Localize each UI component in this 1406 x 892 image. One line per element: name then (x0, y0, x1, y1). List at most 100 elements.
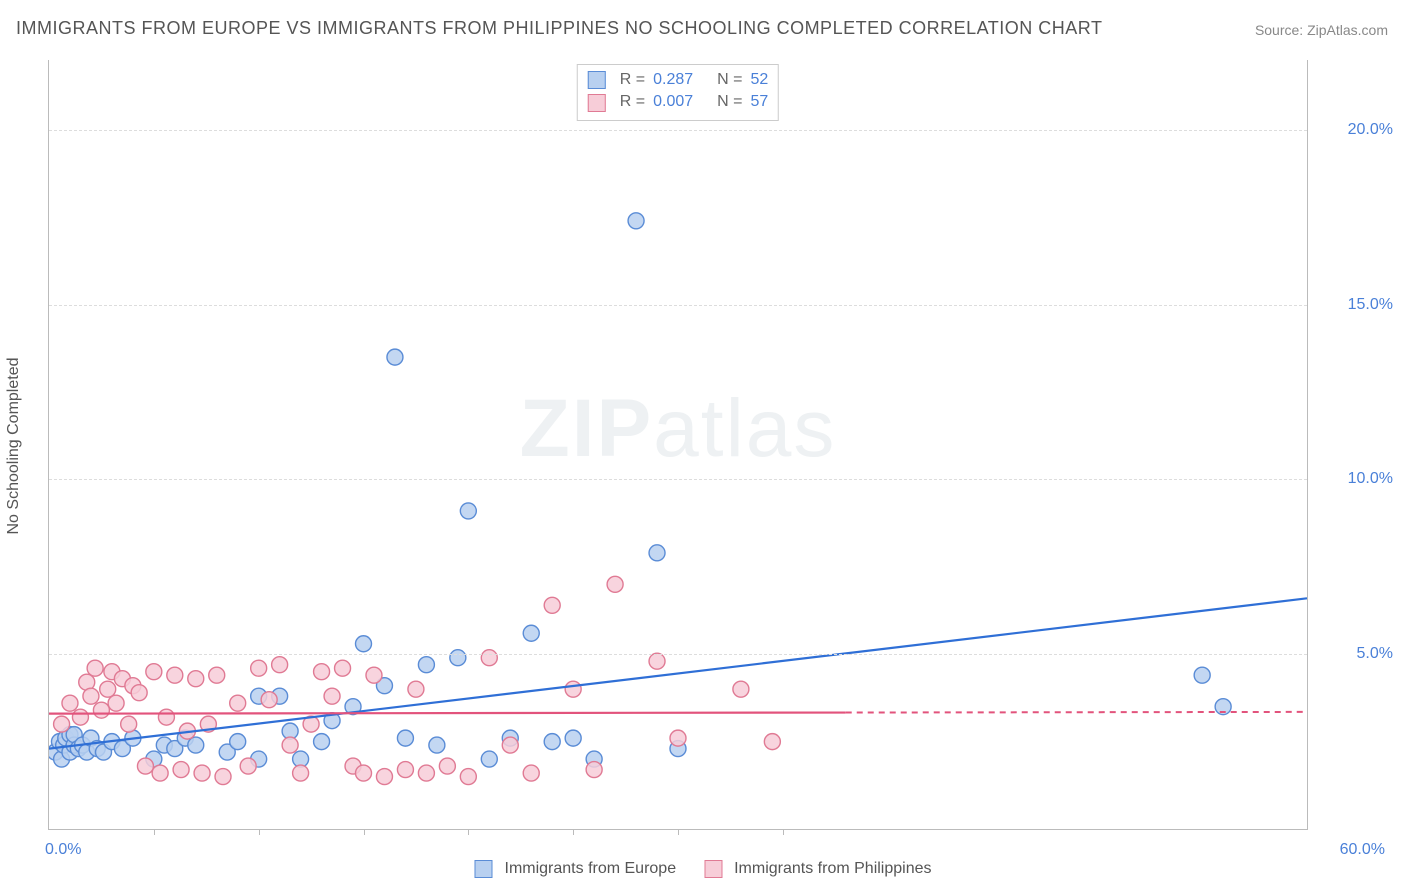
n-label: N = (717, 69, 742, 91)
data-point (314, 664, 330, 680)
data-point (200, 716, 216, 732)
y-tick-label: 20.0% (1317, 121, 1393, 139)
data-point (177, 730, 193, 746)
data-point (272, 657, 288, 673)
data-point (376, 769, 392, 785)
data-point (66, 727, 82, 743)
data-point (408, 681, 424, 697)
watermark-atlas: atlas (653, 383, 836, 474)
data-point (146, 751, 162, 767)
legend-swatch-philippines (588, 94, 606, 112)
data-point (565, 730, 581, 746)
data-point (72, 709, 88, 725)
bottom-legend-philippines-label: Immigrants from Philippines (734, 860, 931, 878)
data-point (460, 503, 476, 519)
y-tick-label: 15.0% (1317, 296, 1393, 314)
data-point (586, 762, 602, 778)
data-point (79, 674, 95, 690)
data-point (481, 751, 497, 767)
data-point (366, 667, 382, 683)
data-point (230, 695, 246, 711)
data-point (167, 667, 183, 683)
data-point (152, 765, 168, 781)
data-point (62, 744, 78, 760)
data-point (376, 678, 392, 694)
data-point (62, 727, 78, 743)
legend-stats-box: R = 0.287 N = 52 R = 0.007 N = 57 (577, 64, 779, 121)
bottom-legend: Immigrants from Europe Immigrants from P… (474, 860, 931, 878)
data-point (108, 695, 124, 711)
data-point (418, 657, 434, 673)
data-point (439, 758, 455, 774)
data-point (282, 737, 298, 753)
data-point (125, 730, 141, 746)
data-point (282, 723, 298, 739)
data-point (96, 744, 112, 760)
data-point (137, 758, 153, 774)
data-point (418, 765, 434, 781)
data-point (345, 699, 361, 715)
data-point (335, 660, 351, 676)
data-point (397, 762, 413, 778)
data-point (397, 730, 413, 746)
y-axis-label: No Schooling Completed (5, 358, 23, 535)
data-point (62, 695, 78, 711)
n-value-philippines: 57 (750, 91, 768, 113)
data-point (356, 636, 372, 652)
data-point (429, 737, 445, 753)
data-point (293, 765, 309, 781)
r-label: R = (620, 91, 645, 113)
r-value-europe: 0.287 (653, 69, 701, 91)
data-point (502, 730, 518, 746)
data-point (114, 671, 130, 687)
data-point (670, 741, 686, 757)
data-point (179, 723, 195, 739)
data-point (670, 730, 686, 746)
data-point (324, 713, 340, 729)
data-point (188, 737, 204, 753)
legend-swatch-europe (588, 71, 606, 89)
data-point (544, 597, 560, 613)
source-label: Source: (1255, 22, 1303, 38)
data-point (89, 741, 105, 757)
n-label: N = (717, 91, 742, 113)
data-point (158, 709, 174, 725)
data-point (565, 681, 581, 697)
data-point (356, 765, 372, 781)
data-point (314, 734, 330, 750)
data-point (523, 625, 539, 641)
data-point (173, 762, 189, 778)
data-point (56, 737, 72, 753)
legend-stats-row-philippines: R = 0.007 N = 57 (588, 91, 768, 113)
r-value-philippines: 0.007 (653, 91, 701, 113)
data-point (114, 741, 130, 757)
y-tick-label: 5.0% (1317, 645, 1393, 663)
data-point (167, 741, 183, 757)
data-point (131, 685, 147, 701)
data-point (230, 734, 246, 750)
source-value: ZipAtlas.com (1307, 22, 1388, 38)
data-point (460, 769, 476, 785)
data-point (251, 688, 267, 704)
r-label: R = (620, 69, 645, 91)
x-tick-label: 0.0% (45, 841, 81, 859)
data-point (1194, 667, 1210, 683)
data-point (649, 653, 665, 669)
data-point (54, 751, 70, 767)
x-tick-label: 60.0% (1315, 841, 1385, 859)
trend-line (49, 598, 1307, 748)
data-point (215, 769, 231, 785)
data-point (628, 213, 644, 229)
data-point (188, 671, 204, 687)
data-point (100, 681, 116, 697)
legend-swatch-philippines-icon (704, 860, 722, 878)
data-point (324, 688, 340, 704)
data-point (733, 681, 749, 697)
chart-svg (49, 60, 1307, 829)
data-point (104, 664, 120, 680)
data-point (261, 692, 277, 708)
plot-area: ZIPatlas R = 0.287 N = 52 R = 0.007 N = … (48, 60, 1308, 830)
data-point (83, 730, 99, 746)
trend-line-extrapolated (846, 712, 1307, 713)
data-point (125, 678, 141, 694)
